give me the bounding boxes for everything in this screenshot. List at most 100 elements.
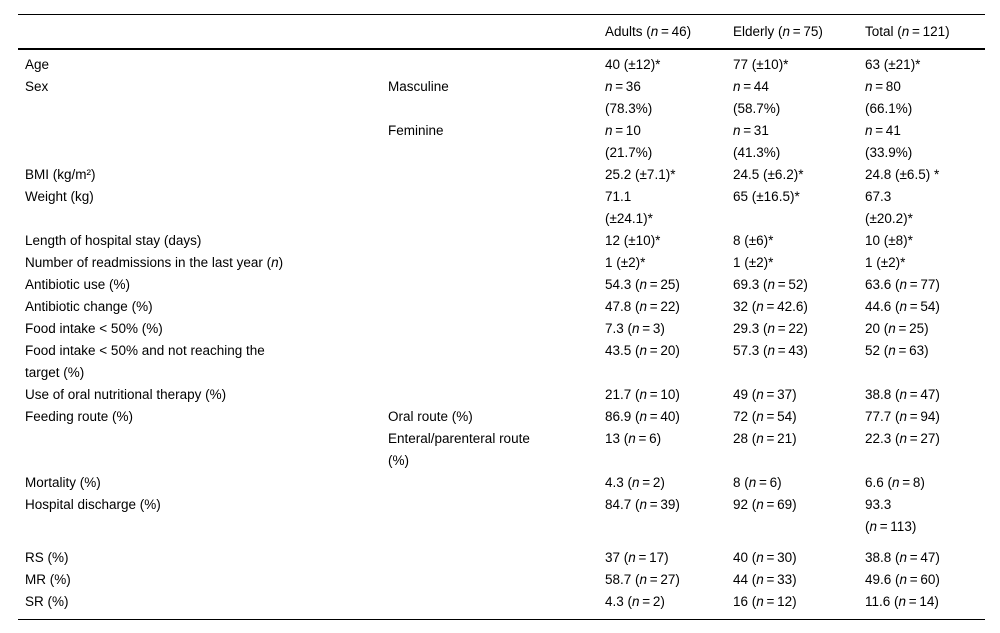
table-row: Feminine n = 10 (21.7%) n = 31 (41.3%) n… <box>18 120 985 164</box>
table-row: Feeding route (%) Oral route (%) 86.9 (n… <box>18 406 985 428</box>
cell-adults: 12 (±10)* <box>605 233 661 248</box>
row-label: MR (%) <box>25 572 71 587</box>
table-row: Antibiotic change (%) 47.8 (n = 22) 32 (… <box>18 296 985 318</box>
table-row: Weight (kg) 71.1 (±24.1)* 65 (±16.5)* 67… <box>18 186 985 230</box>
row-sublabel: Enteral/parenteral route (%) <box>388 431 530 468</box>
row-label: Use of oral nutritional therapy (%) <box>25 387 227 402</box>
row-sublabel <box>388 164 605 186</box>
row-label: Length of hospital stay (days) <box>25 233 202 248</box>
cell-elderly: 16 (n = 12) <box>733 594 797 609</box>
row-sublabel <box>388 318 605 340</box>
cell-total: 63 (±21)* <box>865 57 921 72</box>
cell-adults: 54.3 (n = 25) <box>605 277 680 292</box>
cell-total: 22.3 (n = 27) <box>865 431 940 446</box>
row-sublabel: Oral route (%) <box>388 409 473 424</box>
row-label: SR (%) <box>25 594 69 609</box>
cell-total: 20 (n = 25) <box>865 321 929 336</box>
row-label: Food intake < 50% (%) <box>25 321 163 336</box>
row-label: BMI (kg/m²) <box>25 167 96 182</box>
cell-total: 44.6 (n = 54) <box>865 299 940 314</box>
cell-adults: 21.7 (n = 10) <box>605 387 680 402</box>
cell-total: 1 (±2)* <box>865 255 906 270</box>
table-row: RS (%) 37 (n = 17) 40 (n = 30) 38.8 (n =… <box>18 538 985 569</box>
table-row: Mortality (%) 4.3 (n = 2) 8 (n = 6) 6.6 … <box>18 472 985 494</box>
table-row: Age 40 (±12)* 77 (±10)* 63 (±21)* <box>18 49 985 76</box>
cell-elderly: 44 (n = 33) <box>733 572 797 587</box>
cell-total: 67.3 (±20.2)* <box>865 189 913 226</box>
cell-elderly: 69.3 (n = 52) <box>733 277 808 292</box>
cell-total: 10 (±8)* <box>865 233 913 248</box>
cell-adults: 25.2 (±7.1)* <box>605 167 676 182</box>
row-sublabel <box>388 49 605 76</box>
cell-elderly: 8 (n = 6) <box>733 475 782 490</box>
table-row: Use of oral nutritional therapy (%) 21.7… <box>18 384 985 406</box>
table-row: MR (%) 58.7 (n = 27) 44 (n = 33) 49.6 (n… <box>18 569 985 591</box>
cell-adults: 71.1 (±24.1)* <box>605 189 653 226</box>
cell-total: 24.8 (±6.5) * <box>865 167 940 182</box>
row-sublabel <box>388 274 605 296</box>
cell-total: 49.6 (n = 60) <box>865 572 940 587</box>
row-label: Age <box>25 57 50 72</box>
cell-elderly: n = 31 (41.3%) <box>733 123 781 160</box>
row-label: RS (%) <box>25 550 69 565</box>
table-body: Age 40 (±12)* 77 (±10)* 63 (±21)* Sex Ma… <box>18 49 985 620</box>
table-row: Length of hospital stay (days) 12 (±10)*… <box>18 230 985 252</box>
header-label-spacer <box>18 14 388 50</box>
patient-characteristics-table: Adults (n = 46) Elderly (n = 75) Total (… <box>18 14 985 620</box>
cell-total: 6.6 (n = 8) <box>865 475 925 490</box>
row-sublabel <box>388 538 605 569</box>
table-row: Enteral/parenteral route (%) 13 (n = 6) … <box>18 428 985 472</box>
row-sublabel <box>388 230 605 252</box>
cell-adults: 37 (n = 17) <box>605 550 669 565</box>
cell-elderly: n = 44 (58.7%) <box>733 79 781 116</box>
table-row: Sex Masculine n = 36 (78.3%) n = 44 (58.… <box>18 76 985 120</box>
row-label: Food intake < 50% and not reaching the t… <box>25 343 265 380</box>
cell-adults: 84.7 (n = 39) <box>605 497 680 512</box>
row-sublabel <box>388 252 605 274</box>
row-label: Mortality (%) <box>25 475 101 490</box>
row-sublabel: Feminine <box>388 123 444 138</box>
row-label: Feeding route (%) <box>25 409 134 424</box>
header-col-total: Total (n = 121) <box>865 14 985 50</box>
cell-adults: 13 (n = 6) <box>605 431 662 446</box>
table-row: Number of readmissions in the last year … <box>18 252 985 274</box>
cell-elderly: 32 (n = 42.6) <box>733 299 808 314</box>
cell-adults: 4.3 (n = 2) <box>605 475 665 490</box>
cell-adults: 40 (±12)* <box>605 57 661 72</box>
cell-elderly: 49 (n = 37) <box>733 387 797 402</box>
cell-elderly: 28 (n = 21) <box>733 431 797 446</box>
row-sublabel <box>388 340 605 384</box>
row-label: Hospital discharge (%) <box>25 497 161 512</box>
table-row: SR (%) 4.3 (n = 2) 16 (n = 12) 11.6 (n =… <box>18 591 985 620</box>
header-col-elderly: Elderly (n = 75) <box>733 14 865 50</box>
cell-total: 63.6 (n = 77) <box>865 277 940 292</box>
cell-elderly: 1 (±2)* <box>733 255 774 270</box>
cell-elderly: 77 (±10)* <box>733 57 789 72</box>
cell-elderly: 72 (n = 54) <box>733 409 797 424</box>
row-sublabel <box>388 186 605 230</box>
cell-adults: n = 36 (78.3%) <box>605 79 653 116</box>
row-sublabel <box>388 296 605 318</box>
cell-total: n = 41 (33.9%) <box>865 123 913 160</box>
cell-adults: 86.9 (n = 40) <box>605 409 680 424</box>
row-label: Antibiotic use (%) <box>25 277 131 292</box>
cell-total: 38.8 (n = 47) <box>865 550 940 565</box>
table-row: Food intake < 50% (%) 7.3 (n = 3) 29.3 (… <box>18 318 985 340</box>
row-sublabel <box>388 569 605 591</box>
cell-elderly: 92 (n = 69) <box>733 497 797 512</box>
header-sublabel-spacer <box>388 14 605 50</box>
cell-elderly: 24.5 (±6.2)* <box>733 167 804 182</box>
table-row: BMI (kg/m²) 25.2 (±7.1)* 24.5 (±6.2)* 24… <box>18 164 985 186</box>
row-label: Sex <box>25 79 49 94</box>
row-sublabel: Masculine <box>388 79 449 94</box>
row-label: Number of readmissions in the last year … <box>25 255 284 270</box>
cell-adults: 7.3 (n = 3) <box>605 321 665 336</box>
cell-total: 93.3 (n = 113) <box>865 497 917 534</box>
row-sublabel <box>388 494 605 538</box>
header-row: Adults (n = 46) Elderly (n = 75) Total (… <box>18 14 985 50</box>
cell-total: n = 80 (66.1%) <box>865 79 913 116</box>
cell-adults: n = 10 (21.7%) <box>605 123 653 160</box>
row-label <box>18 120 388 164</box>
table-row: Hospital discharge (%) 84.7 (n = 39) 92 … <box>18 494 985 538</box>
cell-elderly: 29.3 (n = 22) <box>733 321 808 336</box>
